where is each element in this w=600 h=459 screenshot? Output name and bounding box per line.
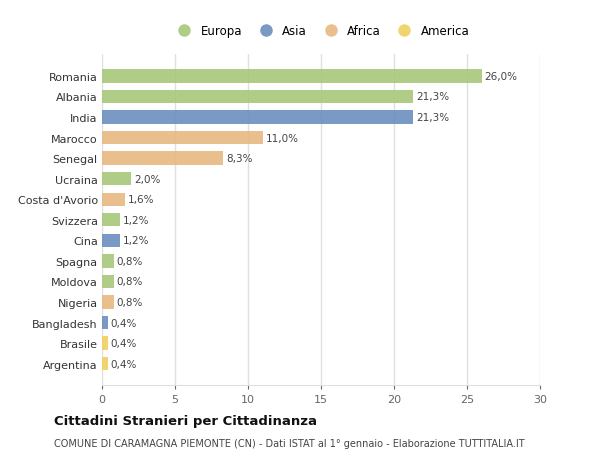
Text: Cittadini Stranieri per Cittadinanza: Cittadini Stranieri per Cittadinanza xyxy=(54,414,317,428)
Text: 0,4%: 0,4% xyxy=(111,338,137,348)
Bar xyxy=(102,357,108,370)
Bar xyxy=(102,234,119,247)
Text: 0,8%: 0,8% xyxy=(116,277,143,287)
Bar xyxy=(102,213,119,227)
Text: 0,4%: 0,4% xyxy=(111,359,137,369)
Text: 0,8%: 0,8% xyxy=(116,256,143,266)
Text: 1,2%: 1,2% xyxy=(122,215,149,225)
Bar xyxy=(102,132,263,145)
Text: COMUNE DI CARAMAGNA PIEMONTE (CN) - Dati ISTAT al 1° gennaio - Elaborazione TUTT: COMUNE DI CARAMAGNA PIEMONTE (CN) - Dati… xyxy=(54,438,524,448)
Text: 2,0%: 2,0% xyxy=(134,174,160,185)
Bar xyxy=(102,255,113,268)
Bar xyxy=(102,90,413,104)
Bar xyxy=(102,70,482,84)
Bar xyxy=(102,152,223,165)
Text: 21,3%: 21,3% xyxy=(416,92,449,102)
Text: 0,8%: 0,8% xyxy=(116,297,143,308)
Text: 26,0%: 26,0% xyxy=(485,72,518,82)
Legend: Europa, Asia, Africa, America: Europa, Asia, Africa, America xyxy=(169,21,473,41)
Text: 11,0%: 11,0% xyxy=(266,133,299,143)
Text: 1,6%: 1,6% xyxy=(128,195,155,205)
Bar xyxy=(102,337,108,350)
Bar xyxy=(102,296,113,309)
Text: 21,3%: 21,3% xyxy=(416,113,449,123)
Text: 0,4%: 0,4% xyxy=(111,318,137,328)
Bar xyxy=(102,275,113,289)
Bar xyxy=(102,173,131,186)
Text: 1,2%: 1,2% xyxy=(122,236,149,246)
Bar xyxy=(102,316,108,330)
Bar xyxy=(102,193,125,207)
Bar xyxy=(102,111,413,124)
Text: 8,3%: 8,3% xyxy=(226,154,253,164)
